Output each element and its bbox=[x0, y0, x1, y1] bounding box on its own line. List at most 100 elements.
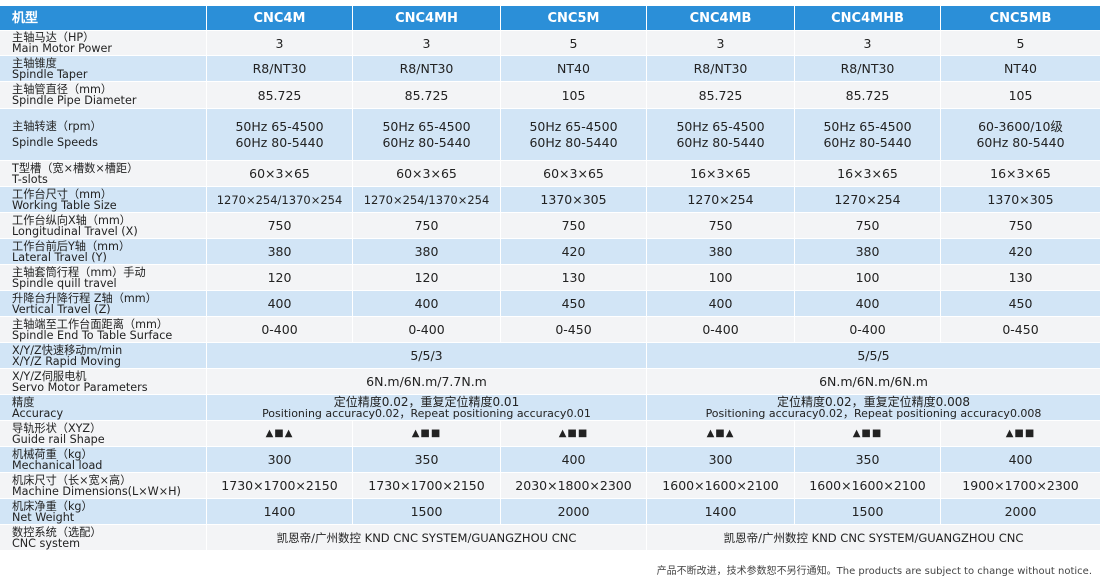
table-cell: NT40 bbox=[940, 56, 1100, 81]
table-cell: 3 bbox=[206, 31, 352, 55]
table-row: X/Y/Z快速移动m/min X/Y/Z Rapid Moving 5/5/3 5… bbox=[0, 343, 1100, 368]
table-cell: 380 bbox=[352, 239, 500, 264]
table-cell: 2030×1800×2300 bbox=[500, 473, 646, 498]
table-cell: 380 bbox=[794, 239, 940, 264]
table-row: 主轴锥度 Spindle Taper R8/NT30 R8/NT30 NT40 R… bbox=[0, 56, 1100, 81]
table-cell: 750 bbox=[500, 213, 646, 238]
table-cell: 120 bbox=[206, 265, 352, 290]
table-cell: 60×3×65 bbox=[500, 161, 646, 186]
guide-rail-shape-icon: ▲■■ bbox=[940, 421, 1100, 446]
table-cell: 0-450 bbox=[940, 317, 1100, 342]
table-row: 升降台升降行程 Z轴（mm） Vertical Travel (Z) 400 40… bbox=[0, 291, 1100, 316]
guide-rail-shape-icon: ▲■■ bbox=[794, 421, 940, 446]
table-row: 机床尺寸（长×宽×高） Machine Dimensions(L×W×H) 173… bbox=[0, 473, 1100, 498]
table-row: 导轨形状（XYZ） Guide rail Shape ▲■▲ ▲■■ ▲■■ ▲■… bbox=[0, 421, 1100, 446]
guide-rail-shape-icon: ▲■■ bbox=[352, 421, 500, 446]
table-cell: 85.725 bbox=[352, 82, 500, 108]
footnote: 产品不断改进，技术参数恕不另行通知。The products are subje… bbox=[656, 566, 1092, 577]
table-cell: 50Hz 65-4500 60Hz 80-5440 bbox=[794, 109, 940, 160]
table-cell: 1730×1700×2150 bbox=[352, 473, 500, 498]
row-label: 机械荷重（kg） Mechanical load bbox=[0, 447, 206, 472]
header-row: 机型 CNC4M CNC4MH CNC5M CNC4MB CNC4MHB CNC… bbox=[0, 6, 1100, 30]
header-model: CNC4MH bbox=[352, 6, 500, 30]
table-row: 主轴转速（rpm） Spindle Speeds 50Hz 65-4500 60Hz… bbox=[0, 109, 1100, 160]
table-cell-merged: 定位精度0.02，重复定位精度0.01 Positioning accuracy0… bbox=[206, 395, 646, 420]
table-row: 主轴马达（HP） Main Motor Power 3 3 5 3 3 5 bbox=[0, 31, 1100, 55]
table-cell: 380 bbox=[646, 239, 794, 264]
table-cell: 3 bbox=[646, 31, 794, 55]
table-row: 机床净重（kg） Net Weight 1400 1500 2000 1400 1… bbox=[0, 499, 1100, 524]
row-label: 工作台纵向X轴（mm） Longitudinal Travel (X) bbox=[0, 213, 206, 238]
table-cell: 400 bbox=[940, 447, 1100, 472]
table-cell: 1270×254 bbox=[794, 187, 940, 212]
header-model: CNC4M bbox=[206, 6, 352, 30]
table-row: 精度 Accuracy 定位精度0.02，重复定位精度0.01 Positionin… bbox=[0, 395, 1100, 420]
table-cell: 60×3×65 bbox=[206, 161, 352, 186]
row-label: 主轴套筒行程（mm）手动 Spindle quill travel bbox=[0, 265, 206, 290]
row-label: 主轴管直径（mm） Spindle Pipe Diameter bbox=[0, 82, 206, 108]
table-cell: 1900×1700×2300 bbox=[940, 473, 1100, 498]
table-cell: 350 bbox=[794, 447, 940, 472]
table-cell: 5 bbox=[500, 31, 646, 55]
table-cell: 300 bbox=[206, 447, 352, 472]
table-cell-merged: 5/5/3 bbox=[206, 343, 646, 368]
table-cell: 1600×1600×2100 bbox=[794, 473, 940, 498]
row-label: 工作台尺寸（mm） Working Table Size bbox=[0, 187, 206, 212]
row-label: 主轴马达（HP） Main Motor Power bbox=[0, 31, 206, 55]
table-cell: 420 bbox=[940, 239, 1100, 264]
guide-rail-shape-icon: ▲■▲ bbox=[646, 421, 794, 446]
table-row: X/Y/Z伺服电机 Servo Motor Parameters 6N.m/6N.… bbox=[0, 369, 1100, 394]
table-cell: 750 bbox=[646, 213, 794, 238]
table-cell: R8/NT30 bbox=[206, 56, 352, 81]
table-cell: NT40 bbox=[500, 56, 646, 81]
row-label: 主轴锥度 Spindle Taper bbox=[0, 56, 206, 81]
table-cell: 750 bbox=[794, 213, 940, 238]
table-cell: 400 bbox=[646, 291, 794, 316]
table-cell-merged: 6N.m/6N.m/6N.m bbox=[646, 369, 1100, 394]
table-cell: 300 bbox=[646, 447, 794, 472]
table-cell-merged: 凯恩帝/广州数控 KND CNC SYSTEM/GUANGZHOU CNC bbox=[206, 525, 646, 550]
table-cell: 400 bbox=[794, 291, 940, 316]
table-cell: 2000 bbox=[500, 499, 646, 524]
table-cell: R8/NT30 bbox=[352, 56, 500, 81]
header-model: CNC4MHB bbox=[794, 6, 940, 30]
row-label: 数控系统（选配） CNC system bbox=[0, 525, 206, 550]
table-cell-merged: 定位精度0.02，重复定位精度0.008 Positioning accuracy… bbox=[646, 395, 1100, 420]
row-label: 精度 Accuracy bbox=[0, 395, 206, 420]
table-cell: 1600×1600×2100 bbox=[646, 473, 794, 498]
table-cell: 105 bbox=[940, 82, 1100, 108]
table-cell: 400 bbox=[352, 291, 500, 316]
table-row: 机械荷重（kg） Mechanical load 300 350 400 300 … bbox=[0, 447, 1100, 472]
table-cell: 5 bbox=[940, 31, 1100, 55]
table-cell: 105 bbox=[500, 82, 646, 108]
table-cell: 1500 bbox=[352, 499, 500, 524]
table-cell: 0-450 bbox=[500, 317, 646, 342]
table-cell: 400 bbox=[206, 291, 352, 316]
table-cell: 3 bbox=[794, 31, 940, 55]
row-label: T型槽（宽×槽数×槽距） T-slots bbox=[0, 161, 206, 186]
table-row: 主轴端至工作台面距离（mm） Spindle End To Table Surfa… bbox=[0, 317, 1100, 342]
table-cell-merged: 凯恩帝/广州数控 KND CNC SYSTEM/GUANGZHOU CNC bbox=[646, 525, 1100, 550]
table-cell: 85.725 bbox=[646, 82, 794, 108]
table-row: T型槽（宽×槽数×槽距） T-slots 60×3×65 60×3×65 60×3… bbox=[0, 161, 1100, 186]
table-cell: 120 bbox=[352, 265, 500, 290]
header-model: CNC4MB bbox=[646, 6, 794, 30]
row-label: 机床净重（kg） Net Weight bbox=[0, 499, 206, 524]
table-row: 数控系统（选配） CNC system 凯恩帝/广州数控 KND CNC SYST… bbox=[0, 525, 1100, 550]
table-cell: 1500 bbox=[794, 499, 940, 524]
table-cell: 3 bbox=[352, 31, 500, 55]
table-cell: 350 bbox=[352, 447, 500, 472]
table-row: 工作台尺寸（mm） Working Table Size 1270×254/137… bbox=[0, 187, 1100, 212]
table-cell: 50Hz 65-4500 60Hz 80-5440 bbox=[352, 109, 500, 160]
table-cell-merged: 6N.m/6N.m/7.7N.m bbox=[206, 369, 646, 394]
table-cell: 750 bbox=[940, 213, 1100, 238]
table-cell: 750 bbox=[206, 213, 352, 238]
table-row: 主轴管直径（mm） Spindle Pipe Diameter 85.725 85… bbox=[0, 82, 1100, 108]
table-cell: 16×3×65 bbox=[794, 161, 940, 186]
row-label: 导轨形状（XYZ） Guide rail Shape bbox=[0, 421, 206, 446]
table-cell: 0-400 bbox=[206, 317, 352, 342]
table-cell: 400 bbox=[500, 447, 646, 472]
guide-rail-shape-icon: ▲■■ bbox=[500, 421, 646, 446]
table-cell: 85.725 bbox=[794, 82, 940, 108]
guide-rail-shape-icon: ▲■▲ bbox=[206, 421, 352, 446]
